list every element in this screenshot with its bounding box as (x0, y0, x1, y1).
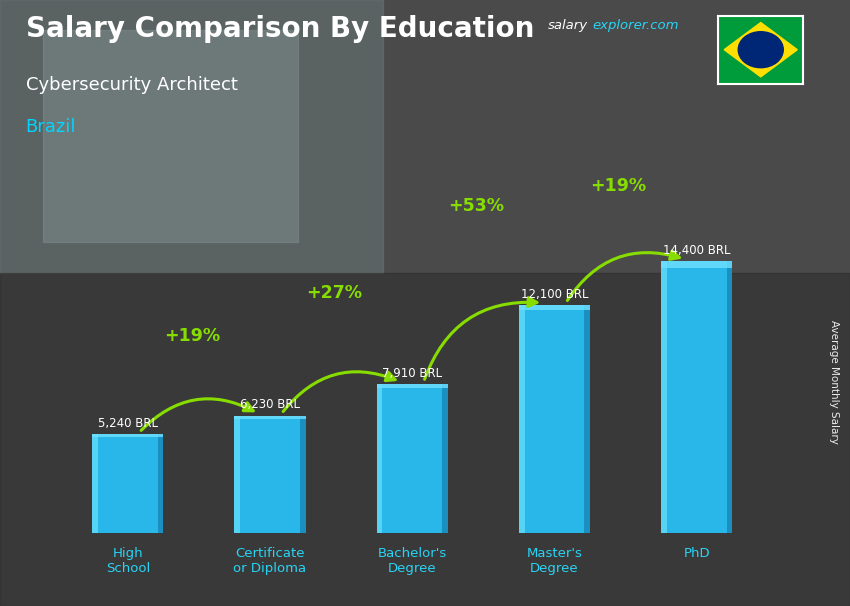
Text: Cybersecurity Architect: Cybersecurity Architect (26, 76, 237, 94)
Bar (93, 435, 98, 533)
Text: +19%: +19% (591, 177, 647, 195)
Bar (518, 305, 590, 310)
Bar (0, 273, 850, 606)
Text: 5,240 BRL: 5,240 BRL (98, 417, 158, 430)
Text: salary: salary (548, 19, 588, 32)
Bar (300, 416, 306, 533)
FancyArrowPatch shape (141, 399, 253, 430)
Text: 14,400 BRL: 14,400 BRL (663, 244, 730, 257)
Text: 12,100 BRL: 12,100 BRL (521, 287, 588, 301)
Bar (235, 416, 306, 533)
Bar (518, 305, 590, 533)
Text: Brazil: Brazil (26, 118, 76, 136)
FancyArrowPatch shape (567, 251, 679, 301)
Bar (377, 384, 448, 388)
Text: Salary Comparison By Education: Salary Comparison By Education (26, 15, 534, 43)
Bar (661, 261, 732, 533)
Bar (377, 384, 448, 533)
Bar (518, 305, 524, 533)
Text: 7,910 BRL: 7,910 BRL (382, 367, 442, 380)
Bar (235, 416, 241, 533)
Text: +27%: +27% (306, 284, 362, 302)
Polygon shape (724, 22, 797, 77)
Bar (0, 0, 382, 273)
Text: 6,230 BRL: 6,230 BRL (240, 398, 300, 411)
Text: Average Monthly Salary: Average Monthly Salary (829, 320, 839, 444)
Text: +53%: +53% (448, 198, 504, 215)
Text: explorer.com: explorer.com (592, 19, 679, 32)
Bar (158, 435, 163, 533)
Circle shape (738, 32, 783, 68)
Bar (661, 261, 666, 533)
Bar (727, 261, 732, 533)
FancyArrowPatch shape (283, 371, 395, 411)
Bar (42, 30, 298, 242)
Text: +19%: +19% (164, 327, 220, 345)
Bar (93, 435, 163, 437)
Bar (442, 384, 448, 533)
FancyArrowPatch shape (424, 298, 537, 379)
Bar (235, 416, 306, 419)
Bar (584, 305, 590, 533)
Bar (93, 435, 163, 533)
Bar (377, 384, 382, 533)
Bar (661, 261, 732, 268)
